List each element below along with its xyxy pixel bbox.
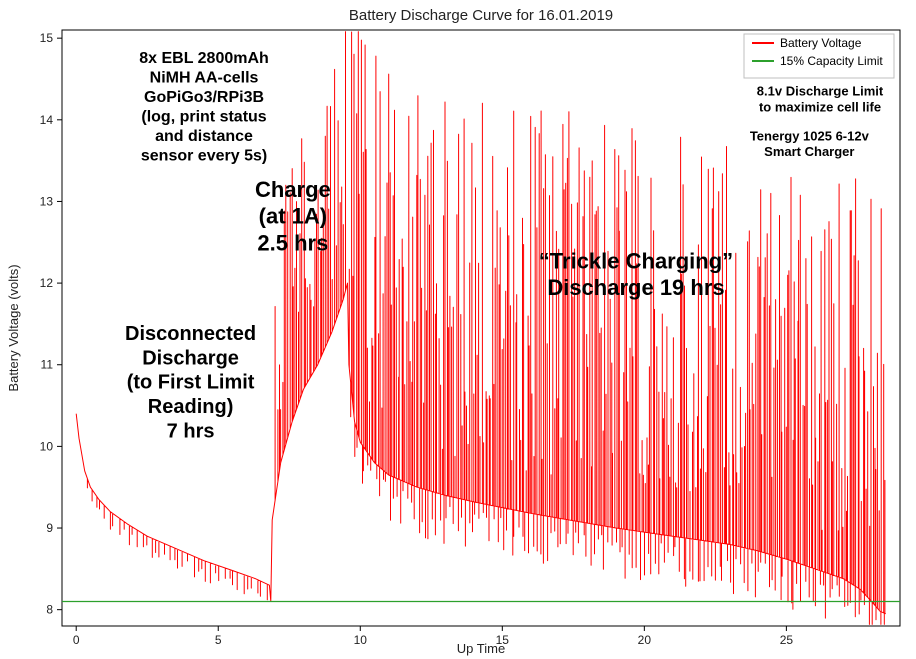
annotation-line: Smart Charger [764,144,854,159]
y-tick-label: 9 [46,521,53,535]
annotation-line: Discharge [142,347,239,369]
legend: Battery Voltage 15% Capacity Limit [744,34,894,78]
legend-label: Battery Voltage [780,36,862,50]
annotation-line: Tenergy 1025 6-12v [750,128,870,143]
annotation-line: and distance [155,128,253,145]
y-tick-label: 10 [40,439,54,453]
annotation-discharge_limit_note: 8.1v Discharge Limitto maximize cell lif… [757,84,884,115]
annotation-line: sensor every 5s) [141,147,267,164]
y-axis-label: Battery Voltage (volts) [6,264,21,391]
annotation-trickle_label: “Trickle Charging”Discharge 19 hrs [539,248,733,300]
chart-container: 051015202589101112131415Battery Discharg… [0,0,916,659]
annotation-line: (to First Limit [127,372,255,394]
annotation-line: Discharge 19 hrs [547,275,724,300]
annotation-line: (log, print status [141,108,266,125]
annotation-line: 7 hrs [167,421,215,443]
x-axis-label: Up Time [457,641,505,656]
annotation-line: to maximize cell life [759,99,881,114]
x-tick-label: 0 [73,633,80,647]
y-tick-label: 13 [40,194,54,208]
annotation-line: 8.1v Discharge Limit [757,84,884,99]
x-tick-label: 25 [780,633,794,647]
y-tick-label: 8 [46,603,53,617]
annotation-line: Reading) [148,396,234,418]
annotation-line: 8x EBL 2800mAh [139,50,269,67]
y-tick-label: 15 [40,31,54,45]
annotation-line: (at 1A) [259,204,327,229]
annotation-line: Disconnected [125,323,256,345]
x-tick-label: 20 [638,633,652,647]
annotation-charger_note: Tenergy 1025 6-12vSmart Charger [750,128,870,159]
annotation-line: “Trickle Charging” [539,248,733,273]
annotation-line: Charge [255,177,331,202]
annotation-line: 2.5 hrs [257,231,328,256]
annotation-line: GoPiGo3/RPi3B [144,89,264,106]
y-tick-label: 12 [40,276,54,290]
x-tick-label: 10 [354,633,368,647]
y-tick-label: 11 [41,358,54,372]
y-tick-label: 14 [40,113,54,127]
chart-title: Battery Discharge Curve for 16.01.2019 [349,7,613,24]
annotation-charge_label: Charge(at 1A)2.5 hrs [255,177,331,256]
legend-label: 15% Capacity Limit [780,54,883,68]
annotation-line: NiMH AA-cells [150,69,259,86]
x-tick-label: 5 [215,633,222,647]
chart-svg: 051015202589101112131415Battery Discharg… [0,0,916,659]
